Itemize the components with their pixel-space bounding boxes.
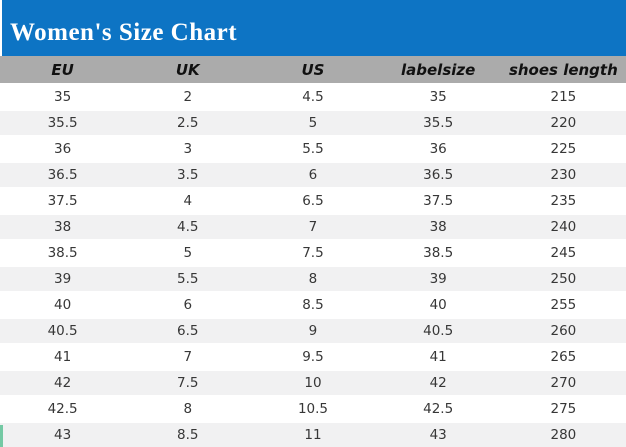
cell-us: 4.5 — [250, 83, 376, 110]
title-bar: Women's Size Chart — [2, 0, 626, 56]
cell-labelsize: 35.5 — [375, 109, 501, 136]
cell-uk: 5.5 — [125, 265, 251, 292]
cell-us: 8 — [250, 265, 376, 292]
cell-shoes-length: 245 — [500, 239, 626, 266]
column-header-eu: EU — [0, 56, 126, 84]
table-row: 42 7.5 10 42 270 — [0, 369, 626, 396]
cell-shoes-length: 225 — [500, 135, 626, 162]
cell-labelsize: 37.5 — [375, 187, 501, 214]
size-table-body: 35 2 4.5 35 215 35.5 2.5 5 35.5 220 36 3 5.5 36 225 36.… — [0, 83, 626, 447]
table-row: 36 3 5.5 36 225 — [0, 135, 626, 162]
cell-uk: 3.5 — [125, 161, 251, 188]
column-header-labelsize: labelsize — [375, 56, 501, 84]
table-row: 40.5 6.5 9 40.5 260 — [0, 317, 626, 344]
cell-us: 5 — [250, 109, 376, 136]
cell-eu: 36.5 — [0, 161, 126, 188]
cell-shoes-length: 215 — [500, 83, 626, 110]
cell-labelsize: 38.5 — [375, 239, 501, 266]
size-table: EU UK US labelsize shoes length 35 2 4.5 35 215 3… — [0, 56, 626, 447]
cell-eu: 37.5 — [0, 187, 126, 214]
cell-labelsize: 38 — [375, 213, 501, 240]
cell-eu: 42 — [0, 369, 126, 396]
table-row: 39 5.5 8 39 250 — [0, 265, 626, 292]
cell-shoes-length: 250 — [500, 265, 626, 292]
table-row: 38 4.5 7 38 240 — [0, 213, 626, 240]
cell-us: 10.5 — [250, 395, 376, 422]
cell-uk: 4.5 — [125, 213, 251, 240]
cell-labelsize: 36.5 — [375, 161, 501, 188]
table-row: 35.5 2.5 5 35.5 220 — [0, 109, 626, 136]
cell-uk: 2 — [125, 83, 251, 110]
cell-us: 11 — [250, 421, 376, 447]
cell-us: 6.5 — [250, 187, 376, 214]
cell-us: 5.5 — [250, 135, 376, 162]
cell-eu: 41 — [0, 343, 126, 370]
cell-labelsize: 42.5 — [375, 395, 501, 422]
table-row: 42.5 8 10.5 42.5 275 — [0, 395, 626, 422]
cell-uk: 7.5 — [125, 369, 251, 396]
cell-uk: 8.5 — [125, 421, 251, 447]
table-row: 37.5 4 6.5 37.5 235 — [0, 187, 626, 214]
cell-shoes-length: 230 — [500, 161, 626, 188]
cell-uk: 8 — [125, 395, 251, 422]
table-row: 41 7 9.5 41 265 — [0, 343, 626, 370]
cell-eu: 39 — [0, 265, 126, 292]
cell-eu: 36 — [0, 135, 126, 162]
cell-us: 8.5 — [250, 291, 376, 318]
table-row: 43 8.5 11 43 280 — [0, 421, 626, 447]
cell-labelsize: 41 — [375, 343, 501, 370]
cell-uk: 2.5 — [125, 109, 251, 136]
page-title: Women's Size Chart — [10, 18, 238, 46]
cell-us: 7.5 — [250, 239, 376, 266]
size-table-header: EU UK US labelsize shoes length — [0, 56, 626, 84]
cell-uk: 3 — [125, 135, 251, 162]
cell-shoes-length: 220 — [500, 109, 626, 136]
cell-uk: 6 — [125, 291, 251, 318]
cell-uk: 6.5 — [125, 317, 251, 344]
cell-labelsize: 36 — [375, 135, 501, 162]
cell-eu: 40.5 — [0, 317, 126, 344]
cell-us: 9.5 — [250, 343, 376, 370]
column-header-us: US — [250, 56, 376, 84]
cell-us: 7 — [250, 213, 376, 240]
column-header-uk: UK — [125, 56, 251, 84]
cell-labelsize: 40 — [375, 291, 501, 318]
cell-labelsize: 42 — [375, 369, 501, 396]
cell-shoes-length: 270 — [500, 369, 626, 396]
cell-us: 10 — [250, 369, 376, 396]
cell-shoes-length: 260 — [500, 317, 626, 344]
cell-labelsize: 43 — [375, 421, 501, 447]
cell-shoes-length: 240 — [500, 213, 626, 240]
cell-shoes-length: 265 — [500, 343, 626, 370]
cell-shoes-length: 235 — [500, 187, 626, 214]
cell-shoes-length: 255 — [500, 291, 626, 318]
cell-uk: 5 — [125, 239, 251, 266]
cell-eu: 35 — [0, 83, 126, 110]
table-row: 35 2 4.5 35 215 — [0, 83, 626, 110]
cell-eu: 38.5 — [0, 239, 126, 266]
cell-shoes-length: 275 — [500, 395, 626, 422]
column-header-shoes-length: shoes length — [500, 56, 626, 84]
table-row: 36.5 3.5 6 36.5 230 — [0, 161, 626, 188]
cell-uk: 7 — [125, 343, 251, 370]
cell-eu: 40 — [0, 291, 126, 318]
table-row: 40 6 8.5 40 255 — [0, 291, 626, 318]
cell-shoes-length: 280 — [500, 421, 626, 447]
cell-eu: 42.5 — [0, 395, 126, 422]
header-row: EU UK US labelsize shoes length — [0, 56, 626, 84]
cell-uk: 4 — [125, 187, 251, 214]
cell-labelsize: 40.5 — [375, 317, 501, 344]
left-accent-mark — [0, 425, 3, 447]
cell-eu: 38 — [0, 213, 126, 240]
cell-us: 6 — [250, 161, 376, 188]
cell-labelsize: 39 — [375, 265, 501, 292]
table-row: 38.5 5 7.5 38.5 245 — [0, 239, 626, 266]
cell-labelsize: 35 — [375, 83, 501, 110]
cell-us: 9 — [250, 317, 376, 344]
cell-eu: 43 — [0, 421, 126, 447]
cell-eu: 35.5 — [0, 109, 126, 136]
